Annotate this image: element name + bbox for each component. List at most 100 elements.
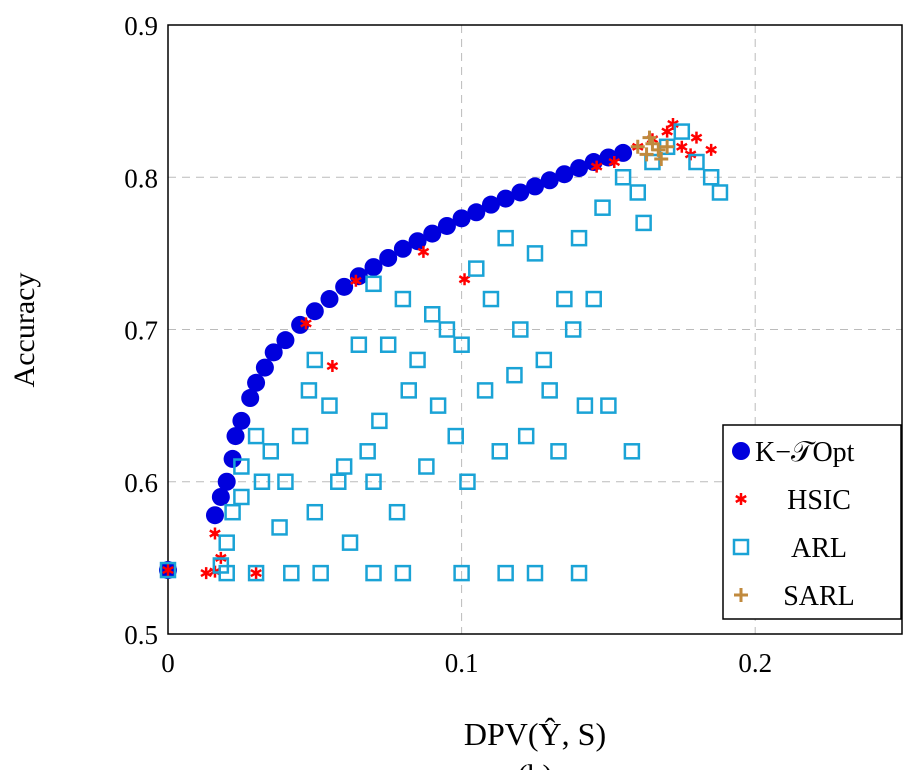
point [651,142,666,157]
point [250,567,262,580]
point [555,165,574,184]
point [205,506,224,525]
point [491,443,509,460]
point [511,183,530,202]
point [688,153,705,171]
point [247,427,265,445]
x-tick-label: 0 [161,648,175,678]
legend-label: K−𝒯Opt [755,437,855,468]
point [585,290,602,308]
x-axis-label: DPV(Ŷ, S) [464,716,606,752]
point [312,564,329,582]
legend-label: SARL [783,581,855,612]
point [379,248,398,267]
point [365,564,382,582]
point [482,290,500,308]
point [661,125,673,138]
point [590,160,603,173]
point [159,561,177,579]
point [224,503,241,521]
point [255,358,274,377]
point [241,389,260,408]
point [283,564,300,582]
point [277,473,294,490]
y-tick-label: 0.5 [124,620,158,650]
point [253,473,271,490]
point [291,427,309,445]
point [447,427,464,445]
point [306,351,324,369]
point [453,564,470,582]
point [291,315,310,334]
point [271,519,288,536]
point [570,564,588,582]
point [458,273,471,286]
plot-frame [167,24,903,635]
point [526,177,544,196]
point [276,331,295,350]
y-tick-label: 0.7 [124,316,158,346]
point [335,277,354,296]
point [247,373,266,392]
point [233,458,250,475]
point [321,397,338,414]
point [264,343,283,362]
point [614,169,632,186]
legend-marker [735,493,747,505]
caption: (b) [518,759,553,770]
point [541,382,558,399]
point [226,427,245,446]
point [608,156,621,169]
point [223,449,242,468]
point [320,290,339,309]
point [423,306,441,323]
point [394,564,412,582]
point [394,290,412,308]
point [247,564,265,582]
point [218,534,235,551]
point [535,351,553,369]
point [564,321,582,338]
point [459,473,476,490]
point [468,260,485,277]
point [642,130,657,145]
x-tick-label: 0.2 [738,648,772,678]
point [217,472,236,491]
point [300,317,312,330]
point [629,184,647,201]
point [675,140,688,153]
legend-box [722,424,902,620]
point [300,382,318,399]
point [614,143,633,162]
point [365,275,382,293]
point [623,443,641,460]
point [570,159,589,178]
point [654,151,669,166]
point [540,171,559,190]
point [594,199,611,216]
point [467,203,486,222]
point [437,216,456,235]
point [371,412,388,430]
point [393,239,412,258]
point [576,397,594,414]
point [639,147,654,162]
point [418,458,435,475]
point [423,224,442,243]
point [476,382,494,399]
legend-label: HSIC [787,485,851,516]
point [200,567,212,580]
point [400,382,418,399]
point [702,169,720,186]
point [429,397,447,414]
point [711,184,729,201]
point [409,351,426,369]
y-tick-label: 0.9 [124,11,158,41]
point [379,336,397,353]
point [690,131,703,144]
point [506,366,523,384]
point [635,214,652,232]
point [438,321,456,338]
point [326,360,339,373]
y-tick-label: 0.8 [124,163,158,193]
